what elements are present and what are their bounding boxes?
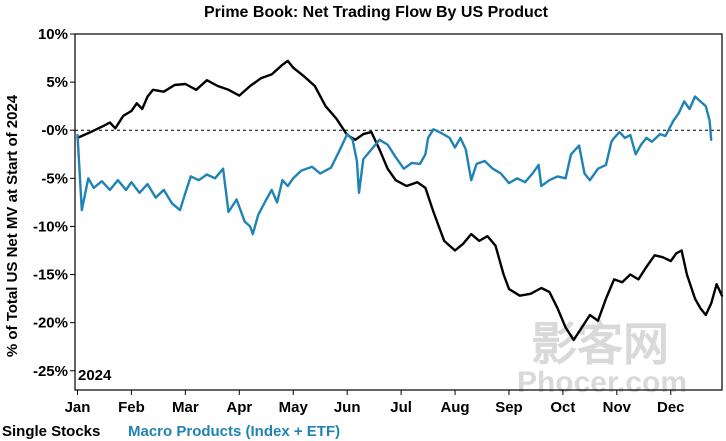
watermark-chars: 影客网 (531, 318, 669, 370)
y-axis-label: % of Total US Net MV at Start of 2024 (4, 94, 21, 357)
series-line-single-stocks (76, 59, 724, 342)
y-tick-label: -5% (41, 170, 68, 187)
year-label: 2024 (78, 367, 112, 384)
x-tick-label: Apr (226, 399, 252, 416)
watermark-site: Phocer.com (517, 366, 687, 399)
y-tick-label: 10% (38, 26, 68, 43)
y-tick-label: -0% (41, 122, 68, 139)
x-tick-label: Aug (440, 399, 469, 416)
x-tick-label: Dec (657, 399, 685, 416)
x-tick-label: Feb (118, 399, 145, 416)
legend: Single Stocks Macro Products (Index + ET… (2, 423, 340, 440)
x-tick-label: Sep (495, 399, 523, 416)
y-tick-label: -25% (33, 363, 68, 380)
x-tick-label: Oct (550, 399, 575, 416)
y-tick-label: -15% (33, 267, 68, 284)
chart-title: Prime Book: Net Trading Flow By US Produ… (204, 4, 549, 21)
x-tick-label: Jun (334, 399, 361, 416)
x-tick-label: Jul (390, 399, 412, 416)
watermark: 影客网 Phocer.com (517, 318, 687, 399)
x-tick-label: May (279, 399, 309, 416)
legend-single-stocks: Single Stocks (2, 423, 100, 440)
plot-frame (74, 33, 723, 391)
x-tick-label: Jan (65, 399, 91, 416)
y-tick-label: 5% (46, 74, 68, 91)
y-tick-label: -20% (33, 315, 68, 332)
legend-macro-products: Macro Products (Index + ETF) (128, 423, 340, 440)
x-tick-label: Nov (603, 399, 632, 416)
x-tick-label: Mar (172, 399, 199, 416)
y-tick-label: -10% (33, 218, 68, 235)
series-line-macro-products (76, 95, 713, 236)
